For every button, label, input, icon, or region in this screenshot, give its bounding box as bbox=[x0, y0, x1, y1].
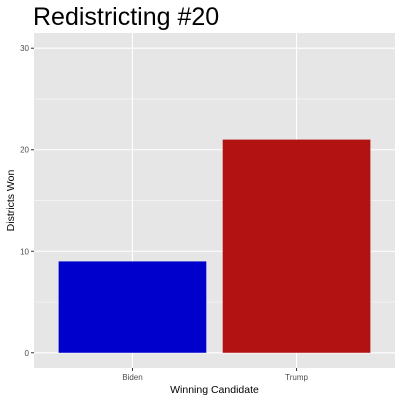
chart-title: Redistricting #20 bbox=[33, 3, 219, 31]
bar-trump bbox=[223, 140, 371, 353]
y-tick-label: 0 bbox=[25, 349, 30, 358]
y-tick-label: 10 bbox=[20, 247, 29, 256]
y-tick-label: 30 bbox=[20, 44, 29, 53]
x-tick-label: Trump bbox=[285, 373, 308, 382]
bar-biden bbox=[59, 261, 207, 352]
x-axis: Biden Trump bbox=[122, 368, 308, 382]
y-axis: 0 10 20 30 bbox=[20, 44, 34, 358]
y-axis-title: Districts Won bbox=[5, 170, 17, 232]
y-tick-label: 20 bbox=[20, 146, 29, 155]
x-axis-title: Winning Candidate bbox=[170, 384, 259, 396]
x-tick-label: Biden bbox=[122, 373, 142, 382]
